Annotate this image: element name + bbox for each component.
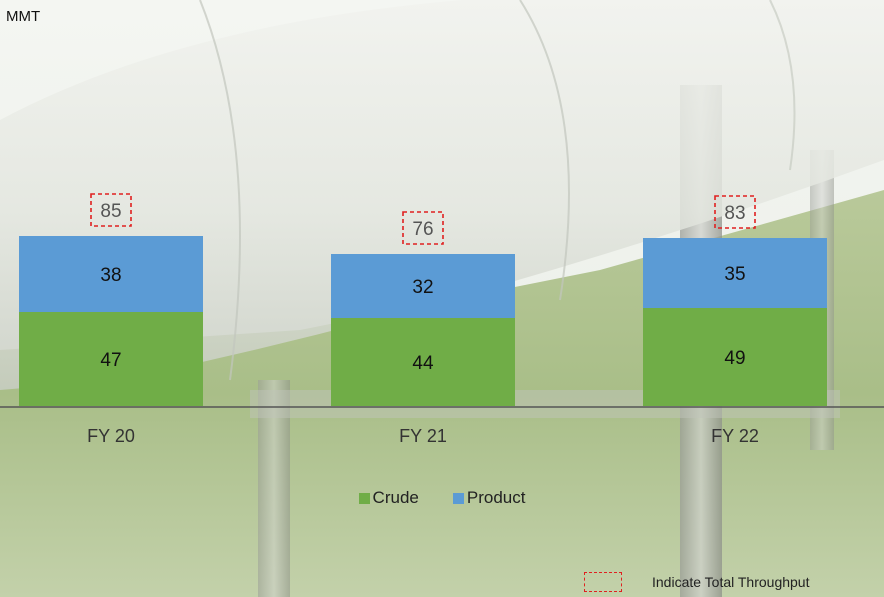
legend-label-product: Product	[466, 488, 526, 507]
data-label-product: 35	[724, 264, 745, 285]
data-label-product: 32	[412, 277, 433, 298]
legend-swatch-product	[452, 492, 464, 504]
x-tick-label: FY 20	[87, 426, 135, 446]
total-dashed-box	[714, 195, 756, 229]
total-label: 83	[724, 203, 745, 224]
bar-crude-fy-21	[331, 318, 515, 406]
unit-label: MMT	[6, 8, 41, 25]
bar-product-fy-22	[643, 238, 827, 308]
legend-item-product: Product	[452, 488, 526, 508]
x-tick-label: FY 22	[711, 426, 759, 446]
bar-crude-fy-20	[19, 312, 203, 406]
bar-product-fy-20	[19, 236, 203, 312]
bars-layer	[19, 236, 827, 406]
legend-swatch-crude	[358, 492, 370, 504]
data-label-crude: 47	[100, 350, 121, 371]
total-dashed-box	[402, 211, 444, 245]
bar-product-fy-21	[331, 254, 515, 318]
total-label: 76	[412, 219, 433, 240]
x-tick-label: FY 21	[399, 426, 447, 446]
data-label-product: 38	[100, 265, 121, 286]
labels-layer: 47 38 85 FY 20 44 32 76 FY 21 49 35 83 FY 22	[87, 193, 759, 446]
total-throughput-note: Indicate Total Throughput	[584, 570, 884, 594]
data-label-crude: 49	[724, 348, 745, 369]
bar-crude-fy-22	[643, 308, 827, 406]
data-label-crude: 44	[412, 353, 434, 374]
legend-item-crude: Crude	[358, 488, 419, 508]
total-dashed-box	[90, 193, 132, 227]
chart-legend: Crude Product	[0, 488, 884, 508]
legend-label-crude: Crude	[372, 488, 419, 507]
dashed-box-key-icon	[584, 572, 622, 592]
total-label: 85	[100, 201, 121, 222]
note-text: Indicate Total Throughput	[652, 574, 810, 590]
